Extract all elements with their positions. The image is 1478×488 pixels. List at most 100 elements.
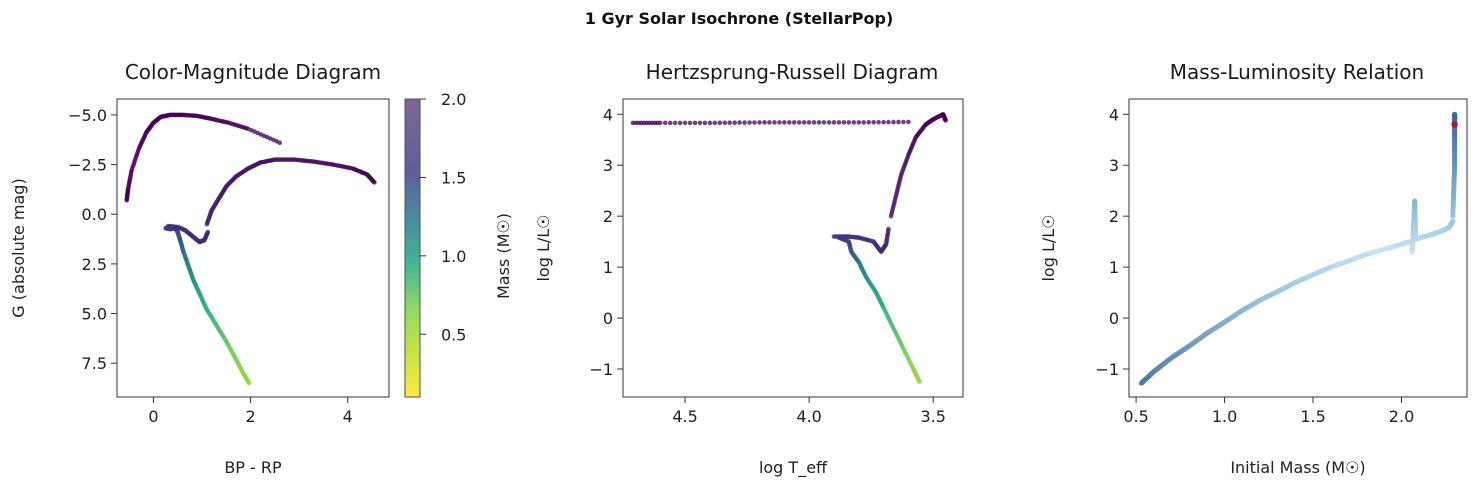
mlr-ytick-label: 2 <box>1109 207 1119 226</box>
hrd-point-post-agb <box>787 120 792 125</box>
hrd-point-post-agb <box>886 119 891 125</box>
cmd-ytick-label: −2.5 <box>68 156 107 175</box>
cmd-ticks: 0 2 4 −5.0 −2.5 0.0 2.5 5.0 7.5 <box>68 106 353 426</box>
hrd-point-post-agb <box>772 120 777 125</box>
hrd-point-post-agb <box>752 120 757 125</box>
hrd-point-post-agb <box>801 120 807 125</box>
hrd-ytick-label: 2 <box>603 207 613 226</box>
hrd-point-post-agb <box>791 120 797 125</box>
hrd-point-post-agb <box>722 120 728 126</box>
hrd-point-post-agb <box>881 119 886 125</box>
cmd-ytick-label: 7.5 <box>82 354 107 373</box>
hrd-point-post-agb <box>831 120 837 125</box>
mlr-point-giant-branch <box>1452 111 1458 117</box>
hrd-point-post-agb <box>821 120 827 125</box>
mlr-highlight-point <box>1451 121 1458 128</box>
hrd-ytick-label: −1 <box>589 360 613 379</box>
hrd-point-post-agb <box>687 120 693 126</box>
hrd-plot-area <box>630 112 948 385</box>
cmd-ytick-label: 0.0 <box>82 205 107 224</box>
mlr-xtick-label: 2.0 <box>1389 407 1414 426</box>
hrd-point-post-agb <box>796 120 802 125</box>
hrd-point-post-agb <box>841 120 847 125</box>
colorbar: 0.5 1.0 1.5 2.0 Mass (M☉) <box>404 90 513 398</box>
mlr-panel: Mass-Luminosity Relation 0.5 1.0 1.5 2.0−10… <box>1039 60 1468 477</box>
hrd-point-post-agb <box>906 119 911 125</box>
hrd-point-post-agb <box>816 120 822 125</box>
hrd-point-post-agb <box>901 119 906 125</box>
hrd-point-post-agb <box>826 120 832 125</box>
hrd-point-post-agb <box>777 120 782 125</box>
hrd-point-post-agb <box>747 120 752 125</box>
hrd-point-post-agb <box>861 120 866 125</box>
hrd-point-post-agb <box>767 120 772 125</box>
cmd-point-giant-branch <box>372 180 377 185</box>
mlr-ytick-label: 4 <box>1109 105 1119 124</box>
mlr-title: Mass-Luminosity Relation <box>1170 60 1424 84</box>
hrd-point-post-agb <box>896 119 901 125</box>
hrd-point-post-agb <box>866 120 871 125</box>
cmd-point-turnoff-hook <box>205 229 211 235</box>
hrd-point-post-agb <box>677 120 683 126</box>
cmd-axes-frame <box>116 98 390 398</box>
hrd-point-post-agb <box>737 120 742 125</box>
hrd-xtick-label: 3.5 <box>920 407 945 426</box>
hrd-ylabel: log L/L☉ <box>534 214 553 281</box>
hrd-xtick-label: 4.5 <box>672 407 697 426</box>
mlr-axes-frame <box>1128 98 1468 398</box>
hrd-title: Hertzsprung-Russell Diagram <box>646 60 939 84</box>
hrd-point-post-agb <box>846 120 852 125</box>
mlr-ticks: 0.5 1.0 1.5 2.0 −1 0 1 2 3 4 <box>1095 105 1414 426</box>
hrd-point-post-agb <box>782 120 787 125</box>
cmd-ytick-label: 5.0 <box>82 305 107 324</box>
mlr-xtick-label: 1.5 <box>1300 407 1325 426</box>
hrd-point-post-agb <box>697 120 703 126</box>
figure-suptitle: 1 Gyr Solar Isochrone (StellarPop) <box>585 9 894 28</box>
hrd-panel: Hertzsprung-Russell Diagram 4.5 4.0 3.5 −1 0… <box>534 60 964 478</box>
hrd-xtick-label: 4.0 <box>796 407 821 426</box>
cmd-plot-area <box>124 112 377 386</box>
hrd-point-post-agb <box>851 120 857 125</box>
hrd-point-post-agb <box>657 120 663 126</box>
hrd-ytick-label: 4 <box>603 105 613 124</box>
mlr-plot-area <box>1138 111 1458 386</box>
cmd-xtick-label: 0 <box>148 407 158 426</box>
hrd-point-post-agb <box>806 120 812 125</box>
hrd-point-post-agb <box>732 120 737 125</box>
mlr-ytick-label: 0 <box>1109 309 1119 328</box>
colorbar-tick-label: 1.0 <box>441 247 466 266</box>
hrd-point-post-agb <box>856 120 862 125</box>
hrd-ticks: 4.5 4.0 3.5 −1 0 1 2 3 4 <box>589 105 946 426</box>
hrd-point-post-agb <box>891 119 896 125</box>
hrd-point-post-agb <box>876 119 881 125</box>
cmd-xtick-label: 2 <box>245 407 255 426</box>
hrd-point-post-agb <box>662 120 668 126</box>
cmd-ytick-label: −5.0 <box>68 106 107 125</box>
hrd-xlabel: log T_eff <box>759 458 828 478</box>
mlr-ytick-label: 1 <box>1109 258 1119 277</box>
hrd-ytick-label: 0 <box>603 309 613 328</box>
cmd-ytick-label: 2.5 <box>82 255 107 274</box>
cmd-ylabel: G (absolute mag) <box>9 178 28 317</box>
hrd-point-post-agb <box>667 120 673 126</box>
mlr-xtick-label: 0.5 <box>1123 407 1148 426</box>
hrd-point-post-agb <box>836 120 842 125</box>
hrd-point-post-agb <box>762 120 767 125</box>
hrd-point-post-agb <box>682 120 688 126</box>
colorbar-tick-label: 1.5 <box>441 168 466 187</box>
hrd-point-giant-branch <box>943 118 948 123</box>
mlr-point-subgiant <box>1450 218 1456 224</box>
mlr-ytick-label: 3 <box>1109 156 1119 175</box>
hrd-axes-frame <box>622 98 964 398</box>
hrd-point-post-agb <box>712 120 718 126</box>
colorbar-ticks: 0.5 1.0 1.5 2.0 <box>420 90 466 344</box>
mlr-ytick-label: −1 <box>1095 360 1119 379</box>
cmd-panel: Color-Magnitude Diagram 0 2 4 −5.0 −2.5 0.0 2.… <box>9 60 390 477</box>
mlr-xlabel: Initial Mass (M☉) <box>1230 458 1365 477</box>
hrd-point-post-agb <box>757 120 762 125</box>
hrd-point-post-agb <box>727 120 732 125</box>
hrd-point-turnoff-hook <box>886 226 891 232</box>
cmd-point-post-agb <box>277 140 283 145</box>
hrd-ytick-label: 1 <box>603 258 613 277</box>
